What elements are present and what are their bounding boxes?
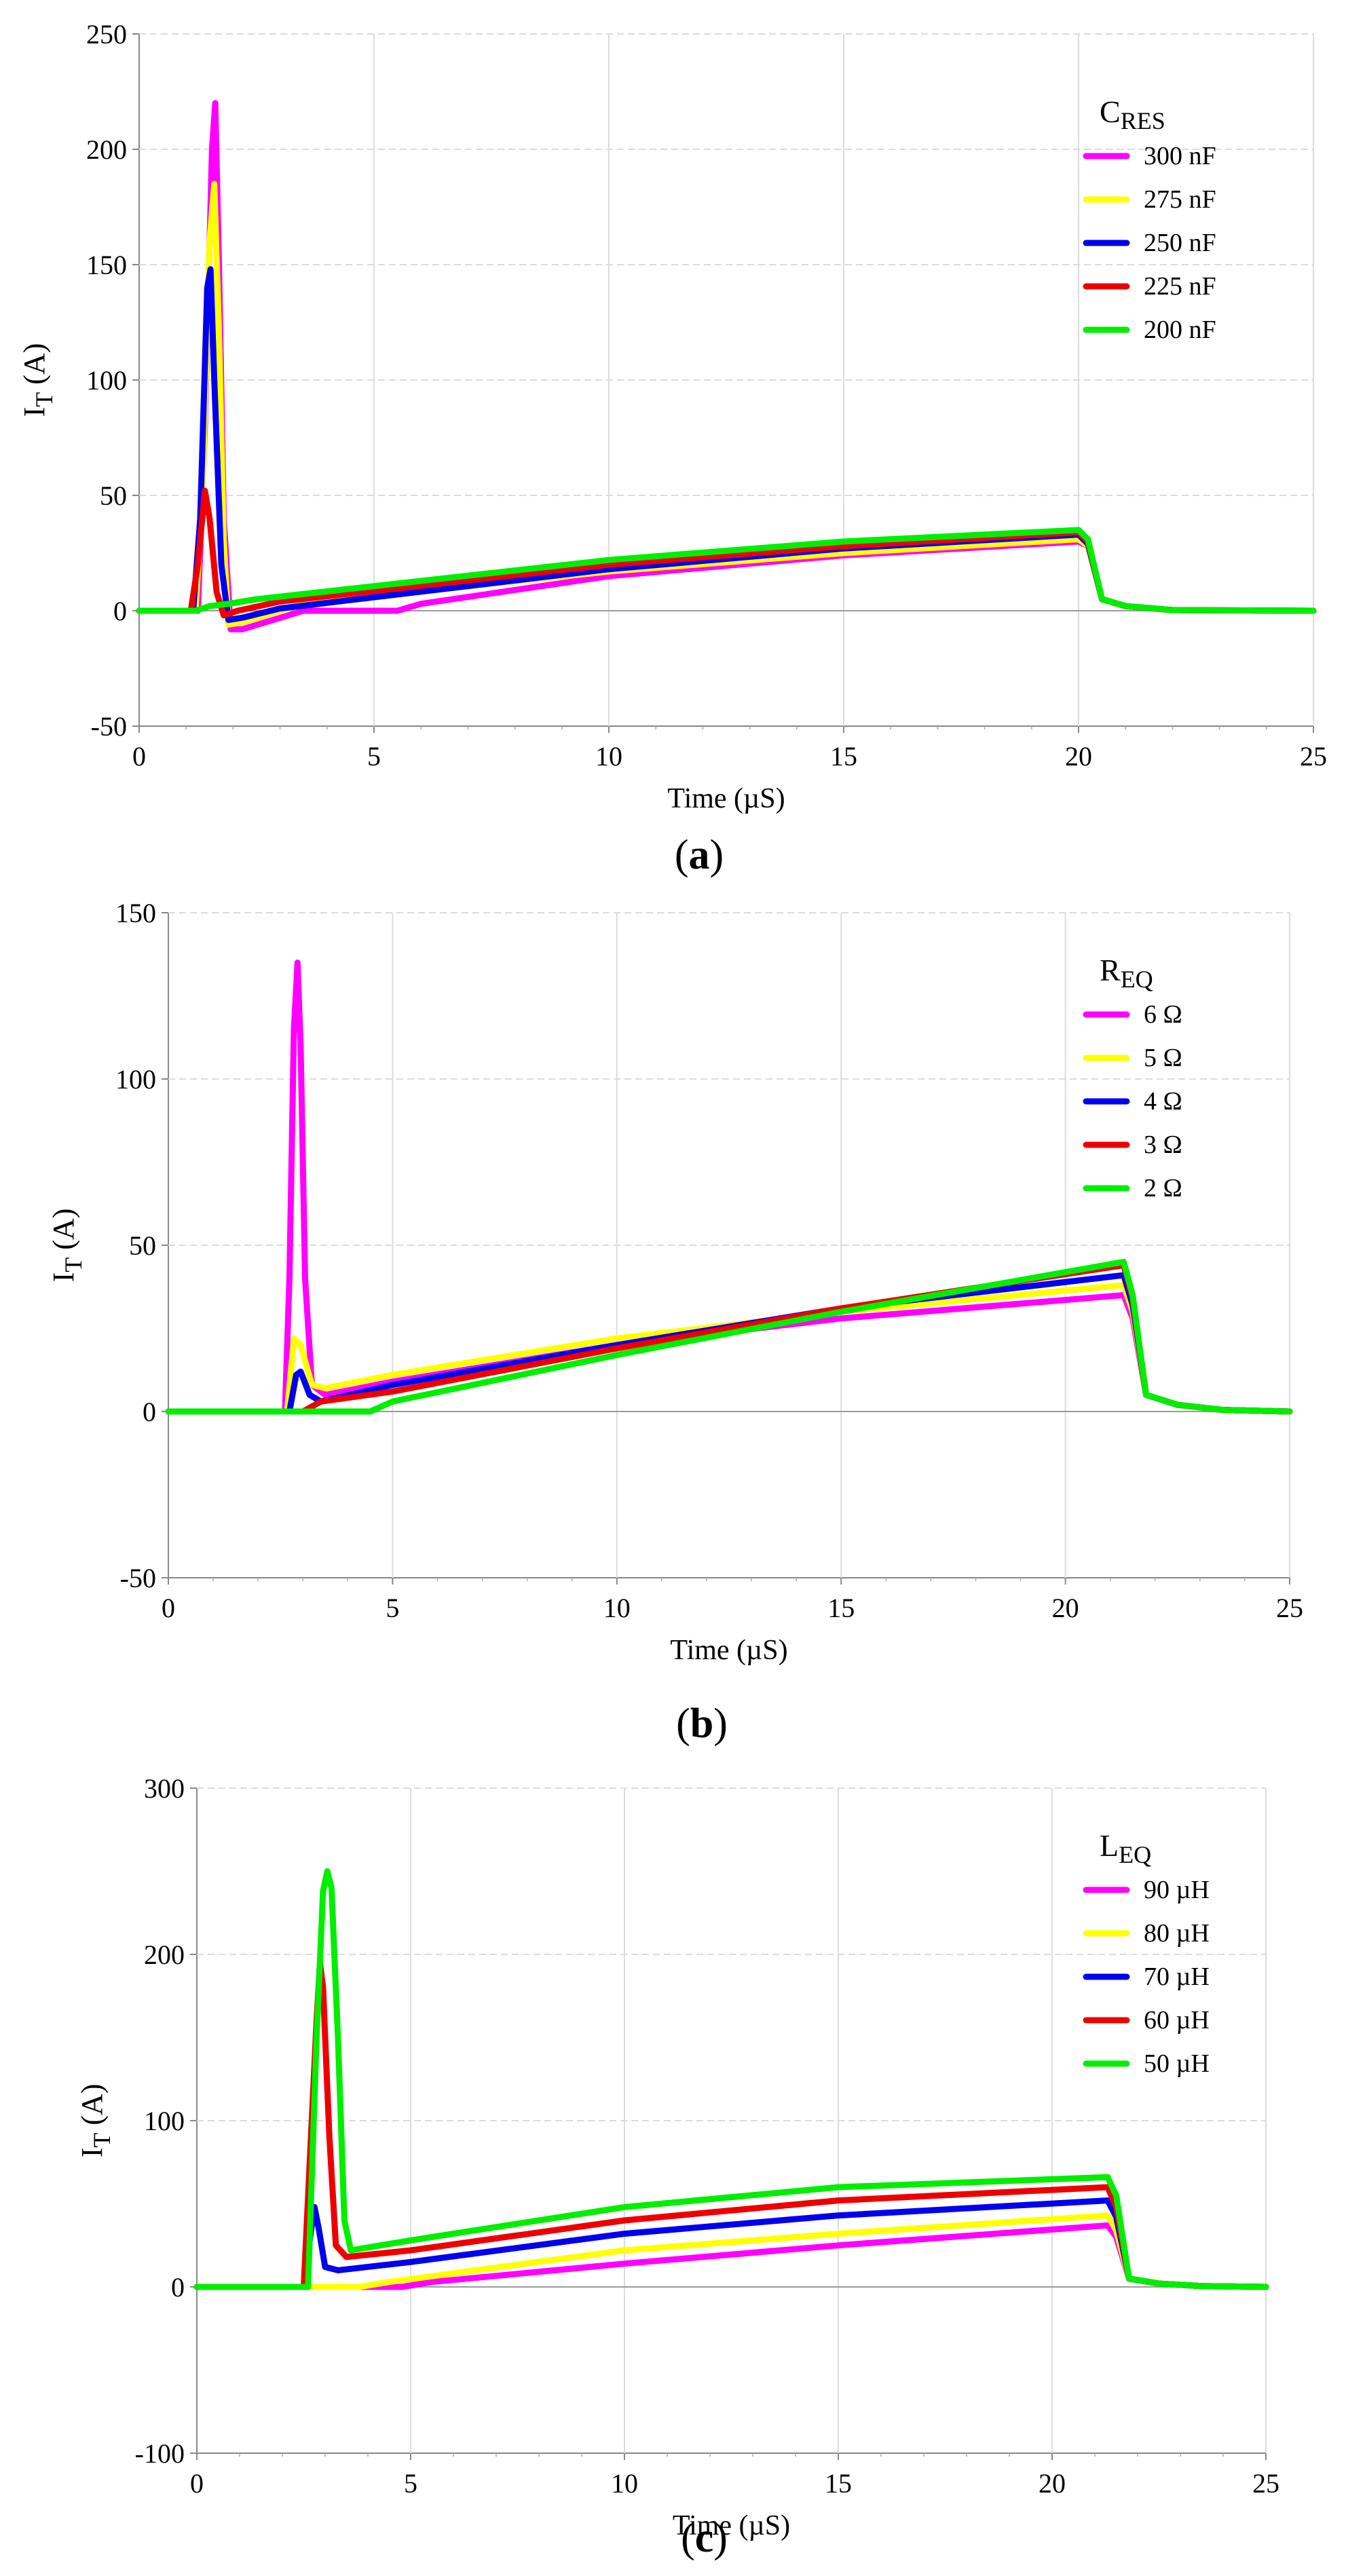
x-tick-label: 25 (1300, 741, 1327, 772)
y-axis-label-main: I (47, 1272, 80, 1283)
y-tick-label: 300 (144, 1773, 185, 1804)
panel-caption-open: ( (681, 2515, 695, 2561)
series-line (193, 1868, 1269, 2290)
y-tick-label: 200 (144, 1939, 185, 1970)
y-tick-label: 0 (171, 2272, 185, 2303)
panel-caption-letter: c (695, 2515, 714, 2561)
legend-entry: 50 µH (1144, 2049, 1210, 2078)
y-tick-label: 0 (113, 596, 127, 626)
legend-entry: 300 nF (1144, 142, 1216, 170)
legend-entry: 200 nF (1144, 316, 1216, 344)
x-tick-label: 10 (595, 741, 622, 772)
x-tick-label: 0 (132, 741, 146, 772)
x-tick-label: 5 (404, 2468, 417, 2499)
panel-caption-close: ) (713, 2515, 728, 2561)
series-line (165, 1259, 1293, 1415)
y-tick-label: 50 (129, 1230, 156, 1261)
legend: CRES 300 nF 275 nF 250 nF 225 nF 200 nF (1083, 94, 1216, 344)
legend-entry: 70 µH (1144, 1963, 1210, 1991)
x-tick-label: 5 (367, 741, 381, 772)
y-tick-label: 100 (115, 1064, 156, 1095)
legend-title-sub: EQ (1119, 1841, 1151, 1868)
x-tick-label: 15 (830, 741, 857, 772)
panel-caption: (a) (675, 832, 724, 878)
x-tick-label: 25 (1276, 1593, 1303, 1623)
y-axis-label: IT (A) (18, 343, 58, 417)
y-tick-label: 250 (86, 19, 127, 50)
y-tick-label: 150 (86, 250, 127, 280)
y-tick-label: 200 (86, 134, 127, 165)
legend-title-sub: EQ (1121, 966, 1153, 993)
y-axis-label: IT (A) (75, 2084, 115, 2158)
panel-caption-letter: a (689, 832, 710, 878)
x-tick-label: 0 (190, 2468, 204, 2499)
legend-title: CRES (1100, 94, 1165, 134)
x-axis-label: Time (µS) (670, 1635, 787, 1666)
y-tick-label: -100 (135, 2438, 185, 2469)
panel-caption: (b) (676, 1701, 728, 1747)
x-tick-label: 0 (162, 1593, 175, 1623)
panel-caption-open: ( (675, 832, 689, 878)
legend-title-sub: RES (1121, 107, 1165, 134)
y-tick-label: -50 (120, 1563, 156, 1593)
legend: REQ 6 Ω 5 Ω 4 Ω 3 Ω 2 Ω (1083, 953, 1182, 1202)
y-tick-label: 0 (143, 1397, 156, 1427)
legend-entry: 5 Ω (1144, 1044, 1182, 1072)
y-axis-label-main: I (75, 2148, 109, 2158)
panel-caption-close: ) (713, 1701, 728, 1747)
legend-entry: 3 Ω (1144, 1131, 1182, 1159)
legend-entry: 60 µH (1144, 2006, 1210, 2034)
legend-title-main: L (1100, 1828, 1119, 1863)
panel-caption-close: ) (710, 832, 724, 878)
y-axis-label-tail: (A) (75, 2084, 109, 2133)
y-tick-label: 50 (100, 480, 127, 511)
legend-entry: 275 nF (1144, 185, 1216, 214)
x-tick-label: 20 (1065, 741, 1092, 772)
x-tick-label: 25 (1252, 2468, 1279, 2499)
legend-title-main: R (1100, 953, 1121, 987)
panel-caption-open: ( (676, 1701, 690, 1747)
legend-entry: 90 µH (1144, 1876, 1210, 1904)
legend-title: LEQ (1100, 1828, 1151, 1868)
x-axis-label: Time (µS) (667, 783, 785, 814)
panel-caption-letter: b (690, 1701, 713, 1747)
y-tick-label: 150 (115, 898, 156, 928)
x-tick-label: 5 (386, 1593, 399, 1623)
y-axis-label-main: I (18, 407, 51, 417)
x-tick-label: 10 (603, 1593, 631, 1623)
y-tick-label: -50 (91, 711, 127, 742)
legend-entry: 225 nF (1144, 272, 1216, 301)
x-tick-label: 15 (825, 2468, 852, 2499)
series-line (136, 527, 1317, 614)
legend-entry: 6 Ω (1144, 1000, 1182, 1029)
y-axis-label-sub: T (88, 2133, 115, 2148)
legend-entry: 250 nF (1144, 229, 1216, 257)
x-tick-label: 10 (611, 2468, 638, 2499)
y-axis-label-sub: T (60, 1257, 87, 1272)
y-axis-label: IT (A) (47, 1209, 87, 1283)
y-tick-label: 100 (86, 365, 127, 396)
x-tick-label: 20 (1039, 2468, 1066, 2499)
legend-entry: 2 Ω (1144, 1174, 1182, 1202)
y-axis-label-tail: (A) (18, 343, 51, 392)
legend-title: REQ (1100, 953, 1153, 993)
legend-entry: 4 Ω (1144, 1087, 1182, 1116)
x-axis-label: Time (µS) (673, 2510, 790, 2541)
y-axis-label-tail: (A) (47, 1209, 80, 1257)
panel-caption: (c) (681, 2515, 728, 2561)
y-axis-label-sub: T (31, 392, 58, 407)
x-tick-label: 20 (1052, 1593, 1079, 1623)
legend-title-main: C (1100, 94, 1121, 129)
y-tick-label: 100 (144, 2106, 185, 2136)
legend-entry: 80 µH (1144, 1919, 1210, 1948)
legend: LEQ 90 µH 80 µH 70 µH 60 µH 50 µH (1083, 1828, 1210, 2078)
x-tick-label: 15 (827, 1593, 855, 1623)
